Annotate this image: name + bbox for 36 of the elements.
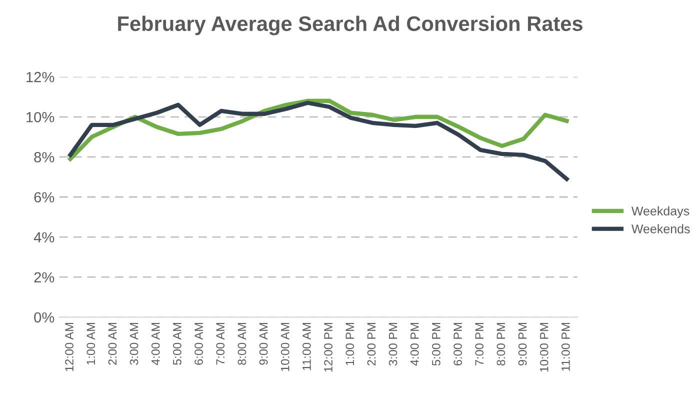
x-tick-label: 2:00 AM xyxy=(108,322,117,365)
x-tick-label: 12:00 PM xyxy=(324,322,332,372)
y-tick-label: 10% xyxy=(26,112,54,122)
x-tick-label: 1:00 PM xyxy=(346,322,354,366)
x-tick-label: 5:00 PM xyxy=(432,322,440,366)
legend-label: Weekends xyxy=(631,224,690,234)
y-tick-label: 12% xyxy=(26,72,54,82)
x-tick-label: 7:00 AM xyxy=(216,322,225,365)
x-tick-label: 4:00 AM xyxy=(151,322,160,366)
x-tick-label: 2:00 PM xyxy=(367,322,376,366)
x-tick-label: 9:00 PM xyxy=(518,322,527,366)
x-tick-label: 10:00 AM xyxy=(280,322,290,372)
legend-label: Weekdays xyxy=(631,206,690,218)
y-tick-label: 8% xyxy=(34,152,54,162)
x-tick-label: 12:00 AM xyxy=(65,322,74,372)
y-tick-label: 6% xyxy=(34,192,54,202)
x-tick-label: 4:00 PM xyxy=(410,322,419,366)
x-tick-label: 3:00 AM xyxy=(130,322,138,365)
x-tick-label: 8:00 PM xyxy=(496,322,506,366)
x-tick-label: 7:00 PM xyxy=(475,322,484,366)
line-series xyxy=(68,100,569,182)
y-tick-label: 4% xyxy=(34,232,54,242)
x-tick-label: 9:00 AM xyxy=(259,322,268,365)
x-tick-label: 11:00 PM xyxy=(562,322,570,371)
x-tick-label: 6:00 AM xyxy=(194,322,203,365)
line-series xyxy=(68,98,569,162)
x-tick-label: 3:00 PM xyxy=(388,322,398,366)
x-tick-label: 6:00 PM xyxy=(454,322,462,366)
x-tick-label: 8:00 AM xyxy=(238,322,246,365)
y-tick-label: 0% xyxy=(34,312,54,323)
chart-title: February Average Search Ad Conversion Rates xyxy=(118,16,582,36)
x-tick-label: 11:00 AM xyxy=(302,322,311,370)
x-tick-label: 10:00 PM xyxy=(540,322,548,372)
y-tick-label: 2% xyxy=(34,272,54,282)
x-tick-label: 5:00 AM xyxy=(173,322,182,365)
x-tick-label: 1:00 AM xyxy=(86,322,96,364)
